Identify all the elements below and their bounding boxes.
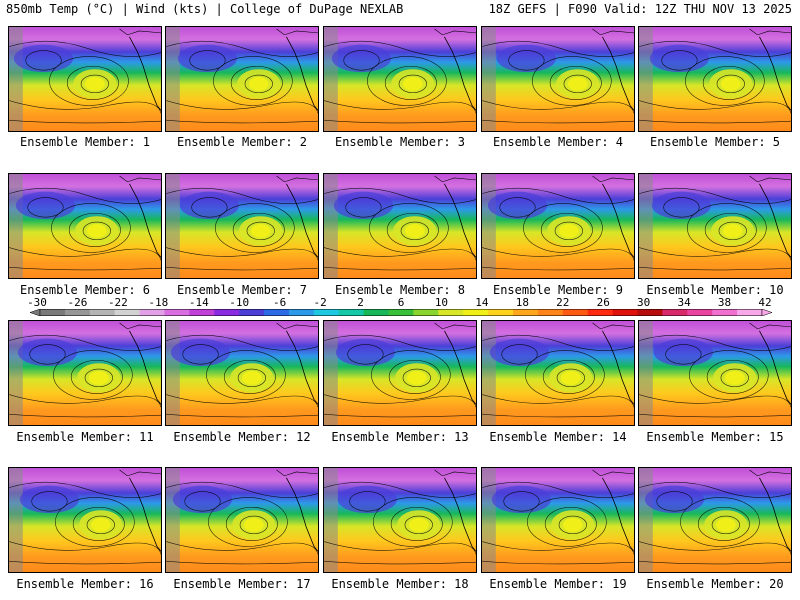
colorbar-swatch — [712, 309, 738, 316]
colorbar-tick-label: 2 — [357, 296, 364, 309]
ensemble-member-19-label: Ensemble Member: 19 — [489, 577, 627, 591]
colorbar-swatch — [189, 309, 215, 316]
colorbar-swatch — [288, 309, 315, 316]
colorbar-tick-label: 18 — [515, 296, 529, 309]
ensemble-member-17-label: Ensemble Member: 17 — [173, 577, 311, 591]
ensemble-member-15-map — [638, 320, 792, 426]
ensemble-member-6-label: Ensemble Member: 6 — [19, 283, 151, 297]
colorbar-swatch — [40, 309, 66, 316]
ensemble-member-18-label: Ensemble Member: 18 — [331, 577, 469, 591]
ensemble-member-12-map — [165, 320, 319, 426]
colorbar-swatch — [637, 309, 663, 316]
ensemble-member-8-map — [323, 173, 477, 279]
ensemble-member-16-map — [8, 467, 162, 573]
colorbar-swatch — [488, 309, 514, 316]
ensemble-member-17-map — [165, 467, 319, 573]
colorbar-tick-label: -10 — [229, 296, 250, 309]
ensemble-member-7-map — [165, 173, 319, 279]
ensemble-member-14-label: Ensemble Member: 14 — [489, 430, 627, 444]
colorbar-tick-label: 34 — [677, 296, 691, 309]
ensemble-member-14-map — [481, 320, 635, 426]
colorbar-swatch — [239, 309, 265, 316]
colorbar-tick-label: 10 — [434, 296, 449, 309]
temperature-colorbar — [30, 309, 772, 316]
colorbar-swatch — [438, 309, 464, 316]
colorbar-swatch — [662, 309, 688, 316]
ensemble-member-13-map — [323, 320, 477, 426]
colorbar-tick-label: -22 — [107, 296, 128, 309]
colorbar-tick-label: -30 — [27, 296, 47, 309]
ensemble-member-1-label: Ensemble Member: 1 — [19, 135, 151, 149]
ensemble-member-9-label: Ensemble Member: 9 — [492, 283, 624, 297]
colorbar-swatch — [338, 309, 365, 316]
ensemble-member-9-map — [481, 173, 635, 279]
colorbar-swatch — [388, 309, 414, 316]
ensemble-member-20-label: Ensemble Member: 20 — [646, 577, 784, 591]
ensemble-member-5-label: Ensemble Member: 5 — [649, 135, 781, 149]
ensemble-member-16-label: Ensemble Member: 16 — [16, 577, 154, 591]
ensemble-member-4-map — [481, 26, 635, 132]
ensemble-member-4-label: Ensemble Member: 4 — [492, 135, 624, 149]
ensemble-member-1-map — [8, 26, 162, 132]
colorbar-tick-label: -18 — [148, 296, 169, 309]
ensemble-member-10-label: Ensemble Member: 10 — [646, 283, 784, 297]
colorbar-swatch — [537, 309, 564, 316]
ensemble-member-7-label: Ensemble Member: 7 — [176, 283, 308, 297]
ensemble-member-11-label: Ensemble Member: 11 — [16, 430, 154, 444]
colorbar-swatch — [164, 309, 190, 316]
colorbar-tick-label: 26 — [596, 296, 610, 309]
ensemble-member-18-map — [323, 467, 477, 573]
ensemble-member-12-label: Ensemble Member: 12 — [173, 430, 311, 444]
colorbar-swatch — [587, 309, 614, 316]
ensemble-member-19-map — [481, 467, 635, 573]
colorbar-tick-label: -2 — [313, 296, 327, 309]
colorbar-swatch — [687, 309, 713, 316]
ensemble-member-3-map — [323, 26, 477, 132]
run-valid-time: 18Z GEFS | F090 Valid: 12Z THU NOV 13 20… — [488, 2, 792, 16]
colorbar-swatch — [737, 309, 763, 316]
colorbar-tick-label: 22 — [556, 296, 570, 309]
colorbar-swatch — [413, 309, 439, 316]
ensemble-member-3-label: Ensemble Member: 3 — [334, 135, 466, 149]
colorbar-tick-label: 14 — [475, 296, 489, 309]
colorbar-swatch — [264, 309, 290, 316]
colorbar-swatch — [313, 309, 340, 316]
colorbar-min-arrow — [30, 309, 41, 316]
colorbar-swatch — [89, 309, 116, 316]
colorbar-swatch — [139, 309, 165, 316]
colorbar-tick-label: -6 — [273, 296, 287, 309]
colorbar-tick-label: 6 — [397, 296, 405, 309]
ensemble-member-5-map — [638, 26, 792, 132]
colorbar-swatch — [612, 309, 639, 316]
colorbar-tick-label: 30 — [637, 296, 651, 309]
ensemble-member-10-map — [638, 173, 792, 279]
ensemble-member-11-map — [8, 320, 162, 426]
ensemble-member-8-label: Ensemble Member: 8 — [334, 283, 466, 297]
colorbar-swatch — [363, 309, 390, 316]
colorbar-swatch — [214, 309, 240, 316]
colorbar-swatch — [114, 309, 141, 316]
ensemble-member-2-label: Ensemble Member: 2 — [176, 135, 308, 149]
colorbar-max-arrow — [761, 309, 772, 316]
colorbar-swatch — [513, 309, 539, 316]
colorbar-swatch — [463, 309, 489, 316]
colorbar-swatch — [64, 309, 91, 316]
colorbar-swatch — [562, 309, 589, 316]
colorbar-tick-label: -14 — [188, 296, 209, 309]
ensemble-member-15-label: Ensemble Member: 15 — [646, 430, 784, 444]
ensemble-member-6-map — [8, 173, 162, 279]
ensemble-member-20-map — [638, 467, 792, 573]
colorbar-tick-label: 42 — [758, 296, 772, 309]
colorbar-tick-label: -26 — [67, 296, 88, 309]
map-title: 850mb Temp (°C) | Wind (kts) | College o… — [6, 2, 404, 16]
ensemble-member-13-label: Ensemble Member: 13 — [331, 430, 469, 444]
colorbar-tick-label: 38 — [717, 296, 732, 309]
ensemble-member-2-map — [165, 26, 319, 132]
